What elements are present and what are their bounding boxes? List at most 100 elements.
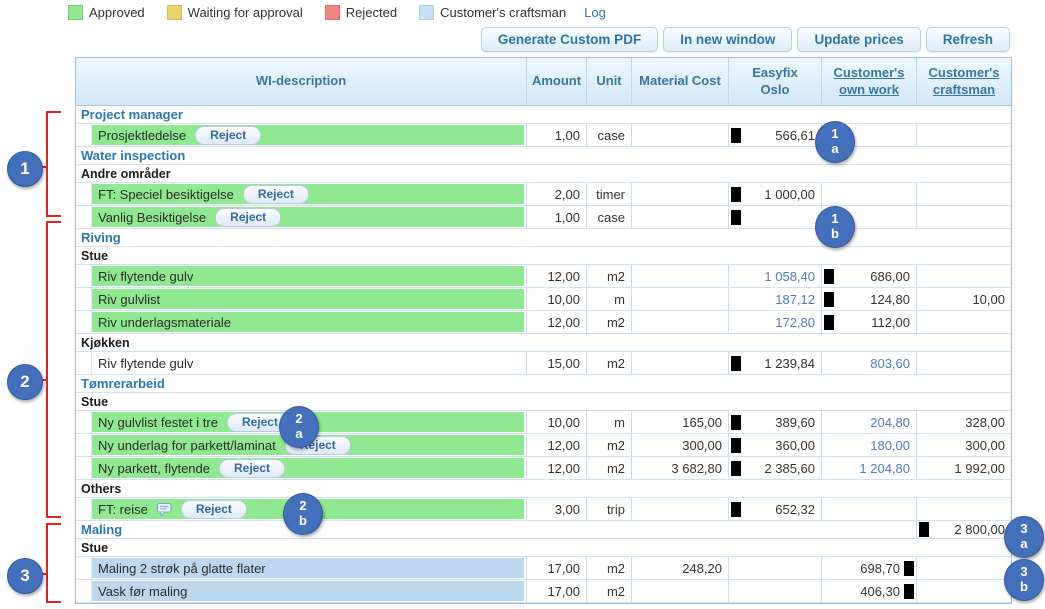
cell-value: 360,00 [775,437,815,453]
cell-value: 10,00 [972,291,1005,307]
cell-easyfix: 389,60 [728,411,821,433]
value-link[interactable]: 187,12 [775,291,815,307]
group-title: Project manager [81,107,183,122]
col-header-material: Material Cost [631,58,728,105]
cell-value: m2 [606,268,625,284]
wi-description-text: Prosjektledelse [98,127,187,143]
progress-marker [904,560,914,576]
col-header-own[interactable]: Customer's own work [821,58,916,105]
cell-craftsman [916,393,1011,410]
row-indent-gutter [76,557,92,579]
in-new-window-button[interactable]: In new window [663,27,793,52]
cell-value: 389,60 [775,414,815,430]
progress-marker [731,437,741,453]
cell-craftsman [916,375,1011,392]
table-row: Maling 2 strøk på glatte flater 17,00 m2 24… [76,557,1011,580]
cell-unit: m2 [586,557,631,579]
cell-value: m2 [606,437,625,453]
cell-easyfix: 2 385,60 [728,457,821,479]
cell-value: 12,00 [547,268,580,284]
reject-button[interactable]: Reject [215,207,282,227]
group-title: Riving [81,230,121,245]
reject-button[interactable]: Reject [284,435,351,455]
wi-description-text: Riv flytende gulv [98,355,194,371]
log-link[interactable]: Log [584,5,606,20]
generate-custom-pdf-button[interactable]: Generate Custom PDF [480,27,659,52]
wi-description-text: Ny parkett, flytende [98,460,210,476]
cell-craftsman [916,265,1011,287]
value-link[interactable]: 204,80 [870,414,910,430]
value-link[interactable]: 172,80 [775,314,815,330]
cell-value: 17,00 [547,583,580,599]
subgroup-title: Kjøkken [81,335,130,350]
progress-marker [731,460,741,476]
table-row: Ny parkett, flytende Reject 12,00 m2 3 682,8… [76,457,1011,480]
refresh-button[interactable]: Refresh [925,27,1010,52]
table-row: Ny underlag for parkett/laminat Reject 12,… [76,434,1011,457]
table-row: Vanlig Besiktigelse Reject 1,00 case [76,206,1011,229]
wi-description-bar: Riv flytende gulv [92,353,524,373]
col-header-amount: Amount [526,58,586,105]
cell-craftsman [916,229,1011,246]
cell-craftsman [916,247,1011,264]
wi-description-bar: FT: reise Reject [92,499,524,519]
value-link[interactable]: 180,00 [870,437,910,453]
wi-description-bar: Riv gulvlist [92,289,524,309]
cell-material: 248,20 [631,557,728,579]
cell-value: m2 [606,460,625,476]
value-link[interactable]: 1 058,40 [764,268,815,284]
group-row: Project manager [76,106,1011,124]
cell-amount: 2,00 [526,183,586,205]
reject-button[interactable]: Reject [180,499,247,519]
annotation-circle-1: 1 [7,151,43,187]
group-row: Water inspection [76,147,1011,165]
annotation-bracket-1 [46,111,61,217]
group-row: Riving [76,229,1011,247]
update-prices-button[interactable]: Update prices [797,27,921,52]
row-indent-gutter [76,265,92,287]
cell-value: m [614,414,625,430]
cell-value: 15,00 [547,355,580,371]
cell-unit: m2 [586,580,631,602]
cell-value: trip [606,501,625,517]
cell-own: 124,80 [821,288,916,310]
legend-item-waiting: Waiting for approval [166,5,303,20]
reject-button[interactable]: Reject [242,184,309,204]
wi-description-bar: Vask før maling [92,581,524,601]
row-indent-gutter [76,206,92,228]
wi-description-bar: Ny underlag for parkett/laminat Reject [92,435,524,455]
cell-value: 1 000,00 [764,186,815,202]
cell-value: m2 [606,560,625,576]
cell-easyfix: 1 239,84 [728,352,821,374]
cell-craftsman [916,165,1011,182]
value-link[interactable]: 803,60 [870,355,910,371]
note-comment-icon[interactable] [156,502,172,516]
subgroup-title: Andre områder [81,166,171,181]
cell-craftsman [916,539,1011,556]
annotation-circle-2: 2 [7,364,43,400]
cell-value: timer [596,186,625,202]
cell-amount: 10,00 [526,411,586,433]
legend-swatch-waiting [166,5,182,20]
cell-amount: 1,00 [526,124,586,146]
cell-value: 300,00 [965,437,1005,453]
cell-craftsman [916,498,1011,520]
table-row: Prosjektledelse Reject 1,00 case 566,61 [76,124,1011,147]
cell-craftsman [916,480,1011,497]
table-row: Ny gulvlist festet i tre Reject 10,00 m 165,… [76,411,1011,434]
group-title: Tømrerarbeid [81,376,165,391]
cell-value: 248,20 [682,560,722,576]
work-items-table: WI-description Amount Unit Material Cost Eas… [75,57,1012,604]
row-indent-gutter [76,183,92,205]
wi-description-cell: Riv flytende gulv [76,265,526,287]
cell-value: 112,00 [871,314,910,330]
col-header-craftsman[interactable]: Customer's craftsman [916,58,1011,105]
cell-easyfix: 187,12 [728,288,821,310]
reject-button[interactable]: Reject [219,458,286,478]
reject-button[interactable]: Reject [226,412,293,432]
value-link[interactable]: 1 204,80 [859,460,910,476]
table-header-row: WI-description Amount Unit Material Cost Eas… [76,58,1011,106]
wi-description-bar: Ny parkett, flytende Reject [92,458,524,478]
cell-material [631,124,728,146]
reject-button[interactable]: Reject [195,125,262,145]
